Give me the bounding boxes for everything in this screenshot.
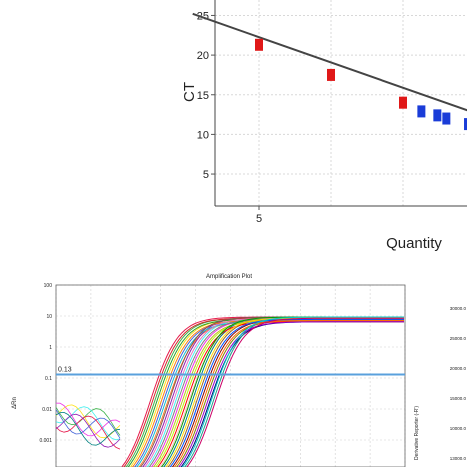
amplification-curve <box>181 317 404 472</box>
y-tick-label: 15 <box>197 90 209 102</box>
x-tick-label: 5 <box>256 213 262 225</box>
y-axis-label: CT <box>181 82 198 102</box>
data-point <box>327 68 335 81</box>
y-tick-label: 30000.0 <box>450 306 467 311</box>
baseline-noise-curve <box>55 409 121 439</box>
y-axis-label: ΔRn <box>12 397 18 409</box>
standard-curve-points <box>255 38 467 131</box>
y-tick-label: 5 <box>203 169 209 181</box>
baseline-noise-curve <box>55 413 121 448</box>
y-tick-label: 20 <box>197 50 209 62</box>
amplification-plot-svg: Amplification Plot 1001010.10.010.0010.0… <box>12 274 406 472</box>
baseline-noise-curve <box>55 415 121 450</box>
data-point <box>442 112 451 125</box>
y-tick-label: 10 <box>46 314 52 320</box>
standard-curve-ticks: 5101520255 <box>197 10 262 225</box>
derivative-plot-svg: 30000.0 25000.0 20000.0 15000.0 10000.0 13000… <box>414 306 467 461</box>
x-axis-label: Quantity <box>386 235 442 252</box>
y-tick-label: 15000.0 <box>450 396 467 401</box>
standard-curve-trend-line <box>192 12 467 112</box>
y-tick-label: 0.1 <box>45 376 52 382</box>
y-tick-label: 25000.0 <box>450 336 467 341</box>
y-tick-label: 10000.0 <box>450 426 467 431</box>
data-point <box>399 96 407 109</box>
standard-curve-svg: 5101520255 CT Quantity <box>181 0 467 252</box>
y-tick-label: 1 <box>49 345 52 351</box>
y-axis-label: Derivative Reporter (-R') <box>414 406 420 460</box>
data-point <box>433 109 442 122</box>
amplification-curve <box>169 320 404 472</box>
data-point <box>255 38 263 51</box>
y-tick-label: 13000.0 <box>450 456 467 461</box>
data-point <box>464 118 467 131</box>
baseline-noise-curve <box>55 411 121 446</box>
y-tick-label: 20000.0 <box>450 366 467 371</box>
amplification-curve <box>177 316 404 472</box>
standard-curve-axes <box>214 0 467 207</box>
data-point <box>417 105 426 118</box>
chart-title: Amplification Plot <box>206 274 252 280</box>
y-tick-label: 10 <box>197 129 209 141</box>
y-tick-label: 0.01 <box>42 407 52 413</box>
y-tick-label: 100 <box>44 283 53 289</box>
baseline-noise-curve <box>55 402 121 437</box>
standard-curve-chart: 5101520255 CT Quantity <box>181 0 467 252</box>
amplification-grid <box>55 284 406 472</box>
amplification-plot-chart: Amplification Plot 1001010.10.010.0010.0… <box>0 268 410 472</box>
y-tick-label: 0.001 <box>39 438 52 444</box>
amplification-curves <box>55 316 404 472</box>
threshold-label: 0.13 <box>58 366 72 373</box>
derivative-plot-chart: 30000.0 25000.0 20000.0 15000.0 10000.0 13000… <box>410 268 467 467</box>
amplification-curve <box>173 321 404 472</box>
derivative-ticks: 30000.0 25000.0 20000.0 15000.0 10000.0 13000… <box>450 306 467 461</box>
baseline-noise-curve <box>55 407 121 436</box>
standard-curve-grid <box>215 0 467 206</box>
